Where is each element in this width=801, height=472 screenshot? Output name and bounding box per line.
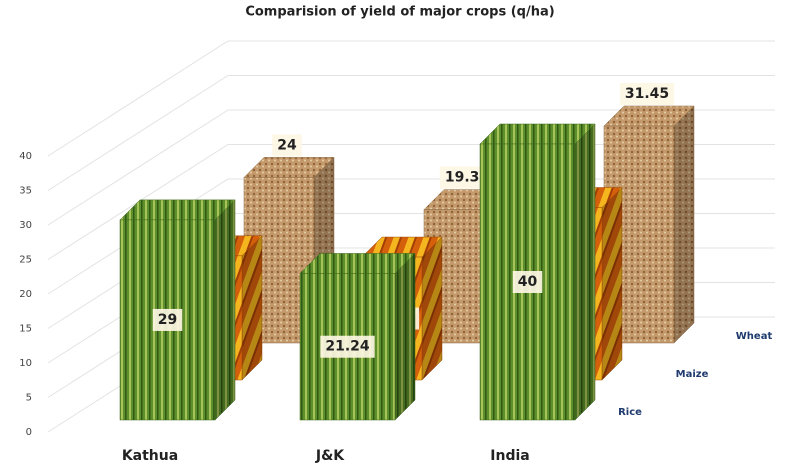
value-label-bg: [152, 308, 183, 331]
grid-line: [47, 75, 775, 191]
bar-side-shade: [395, 253, 415, 420]
bar-top: [479, 123, 596, 145]
bar-side-shade: [674, 105, 694, 344]
value-label: 19.33: [445, 170, 489, 186]
grid-line: [47, 40, 775, 157]
bar-side-shade: [422, 237, 442, 380]
value-label-bg: [272, 134, 302, 157]
y-tick-label: 25: [19, 255, 32, 266]
value-label: 21.24: [325, 339, 370, 355]
chart-title: Comparision of yield of major crops (q/h…: [245, 5, 554, 20]
y-tick-label: 0: [26, 427, 32, 438]
bar-side-shade: [602, 187, 622, 380]
y-tick-label: 35: [19, 186, 32, 197]
depth-label: Rice: [618, 407, 642, 418]
depth-label: Maize: [676, 369, 709, 380]
value-label: 31.45: [625, 86, 669, 102]
y-tick-label: 15: [19, 324, 32, 335]
x-tick-label: J&K: [315, 448, 345, 464]
grid-line: [47, 109, 775, 226]
bar-top: [299, 253, 416, 274]
value-label-bg: [320, 335, 375, 358]
value-label-bg: [619, 82, 675, 105]
value-label: 40: [518, 274, 538, 290]
y-tick-label: 5: [26, 393, 32, 404]
bar-group: 29: [119, 199, 236, 421]
value-label-bg: [512, 271, 543, 293]
y-tick-label: 10: [19, 358, 32, 369]
bar-group: 40: [479, 123, 596, 421]
y-tick-label: 20: [19, 289, 32, 300]
bar-top: [119, 199, 236, 221]
bar-side-shade: [215, 199, 235, 420]
bar-side-shade: [242, 235, 262, 380]
bar-group: 21.24: [299, 252, 416, 421]
value-label: 29: [158, 312, 177, 328]
bar-side-shade: [575, 124, 595, 420]
depth-label: Wheat: [736, 331, 773, 342]
x-tick-label: Kathua: [122, 448, 178, 464]
x-tick-label: India: [490, 448, 529, 464]
value-label: 24: [277, 137, 297, 153]
y-tick-label: 30: [19, 220, 32, 231]
y-tick-label: 40: [19, 151, 32, 162]
